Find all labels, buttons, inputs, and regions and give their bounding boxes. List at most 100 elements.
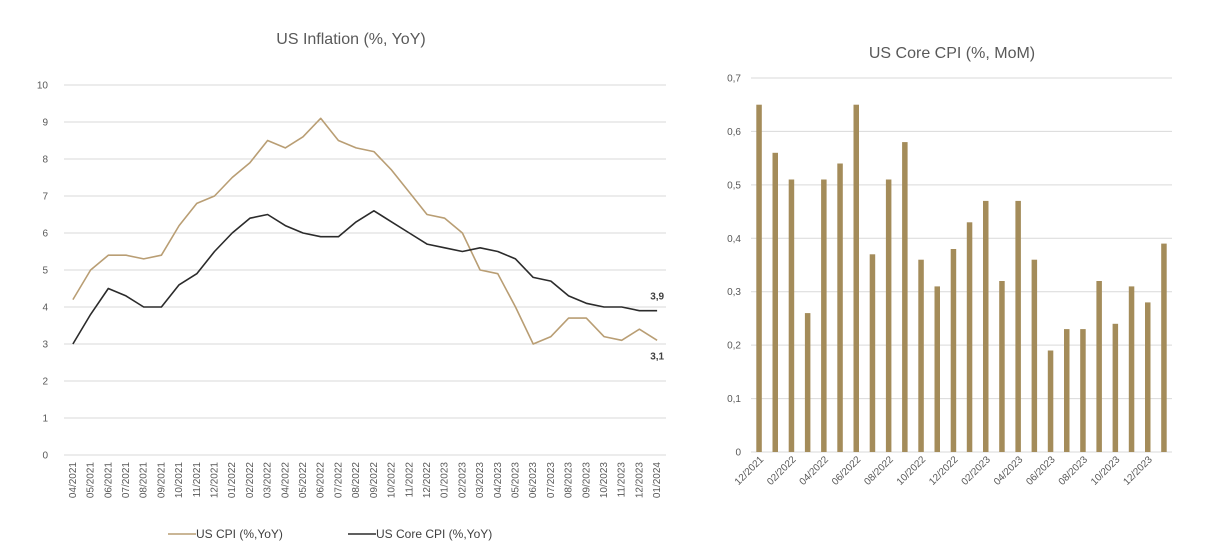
line-x-tick-label: 04/2023 <box>493 462 504 499</box>
line-x-tick-label: 05/2022 <box>298 462 309 499</box>
line-y-tick-label: 10 <box>37 81 49 92</box>
bar-y-tick-label: 0,5 <box>727 180 741 191</box>
line-y-tick-label: 4 <box>42 303 48 314</box>
line-x-tick-label: 06/2021 <box>103 462 114 499</box>
bar-chart-title: US Core CPI (%, MoM) <box>869 45 1035 62</box>
bar-x-tick-label: 10/2023 <box>1089 454 1123 488</box>
bar-06-2022 <box>853 104 859 452</box>
line-x-tick-label: 02/2022 <box>245 462 256 499</box>
line-series-1 <box>72 210 658 345</box>
bar-x-tick-label: 12/2021 <box>733 454 767 488</box>
bar-11-2022 <box>934 286 940 452</box>
bar-x-tick-label: 02/2022 <box>765 454 799 488</box>
line-y-tick-label: 9 <box>42 118 48 129</box>
line-x-tick-label: 09/2023 <box>581 462 592 499</box>
bar-y-tick-label: 0,7 <box>727 74 741 85</box>
bar-03-2022 <box>804 313 811 452</box>
bar-09-2022 <box>902 142 908 452</box>
line-x-tick-label: 10/2022 <box>387 462 398 499</box>
line-x-tick-label: 12/2022 <box>422 462 433 499</box>
line-x-tick-label: 01/2023 <box>440 462 451 499</box>
bar-x-tick-label: 04/2023 <box>992 454 1026 488</box>
bar-x-tick-label: 12/2023 <box>1121 454 1155 488</box>
line-x-tick-label: 11/2022 <box>404 462 415 498</box>
line-x-tick-label: 10/2021 <box>174 462 185 499</box>
bar-01-2023 <box>966 222 973 452</box>
bar-05-2023 <box>1031 259 1038 452</box>
bar-x-tick-label: 02/2023 <box>960 454 994 488</box>
line-x-tick-label: 03/2023 <box>475 462 486 499</box>
bar-11-2023 <box>1128 286 1135 452</box>
bar-09-2023 <box>1096 281 1102 452</box>
line-y-tick-label: 6 <box>42 229 48 240</box>
bar-02-2023 <box>983 200 989 452</box>
line-x-tick-label: 10/2023 <box>599 462 610 499</box>
bar-01-2024 <box>1161 243 1167 452</box>
bar-y-tick-label: 0,1 <box>727 394 741 405</box>
line-chart: 0 1 2 3 4 5 6 7 8 9 10 04/2021 05/2021 06/2021 07/2021… <box>37 81 666 499</box>
bar-10-2022 <box>918 259 924 452</box>
line-x-tick-label: 05/2021 <box>86 462 97 499</box>
line-chart-title: US Inflation (%, YoY) <box>276 31 425 48</box>
bar-x-tick-label: 04/2022 <box>798 454 832 488</box>
line-y-tick-label: 2 <box>42 377 48 388</box>
line-x-tick-label: 02/2023 <box>457 462 468 499</box>
line-x-tick-label: 08/2021 <box>139 462 150 499</box>
line-x-tick-label: 08/2023 <box>564 462 575 499</box>
line-x-tick-label: 12/2023 <box>634 462 645 499</box>
line-x-tick-label: 03/2022 <box>263 462 274 499</box>
bar-08-2023 <box>1080 329 1086 452</box>
bar-07-2023 <box>1064 329 1070 452</box>
bar-12-2021 <box>756 104 762 452</box>
bar-04-2022 <box>821 179 827 452</box>
bar-y-tick-label: 0,3 <box>727 287 741 298</box>
bar-10-2023 <box>1112 323 1119 452</box>
bar-chart: 00,10,20,30,40,50,60,712/2021 02/2022 04/2… <box>727 74 1172 488</box>
bar-03-2023 <box>999 281 1005 452</box>
bar-y-tick-label: 0,6 <box>727 127 741 138</box>
bar-x-tick-label: 10/2022 <box>895 454 929 488</box>
line-x-tick-label: 01/2024 <box>652 462 663 499</box>
bar-08-2022 <box>885 179 892 452</box>
line-x-tick-label: 09/2022 <box>369 462 380 499</box>
line-data-label: 3,9 <box>650 292 664 303</box>
line-x-tick-label: 06/2022 <box>316 462 327 499</box>
bar-x-tick-label: 06/2022 <box>830 454 864 488</box>
line-y-tick-label: 7 <box>42 192 48 203</box>
bar-x-tick-label: 08/2023 <box>1057 454 1091 488</box>
bar-y-tick-label: 0,2 <box>727 341 741 352</box>
line-y-tick-label: 1 <box>42 414 48 425</box>
bar-y-tick-label: 0,4 <box>727 234 741 245</box>
line-chart-legend: US CPI (%,YoY) US Core CPI (%,YoY) <box>168 527 492 541</box>
line-x-tick-label: 04/2021 <box>68 462 79 499</box>
bar-01-2022 <box>772 152 778 453</box>
line-x-tick-label: 08/2022 <box>351 462 362 499</box>
line-x-tick-label: 07/2022 <box>333 462 344 499</box>
line-y-tick-label: 8 <box>42 155 48 166</box>
bar-07-2022 <box>869 254 876 452</box>
line-x-tick-label: 01/2022 <box>227 462 238 499</box>
bar-12-2022 <box>950 249 957 452</box>
line-x-tick-label: 05/2023 <box>511 462 522 499</box>
line-y-tick-label: 5 <box>42 266 48 277</box>
bar-02-2022 <box>788 179 795 452</box>
line-y-tick-label: 3 <box>42 340 48 351</box>
bar-06-2023 <box>1047 350 1054 452</box>
legend-label-0: US CPI (%,YoY) <box>196 527 283 541</box>
line-data-label: 3,1 <box>650 351 664 362</box>
bar-y-tick-label: 0 <box>735 448 741 459</box>
line-y-tick-label: 0 <box>42 451 48 462</box>
line-x-tick-label: 11/2023 <box>617 462 628 498</box>
bar-12-2023 <box>1145 302 1151 452</box>
bar-05-2022 <box>837 163 843 452</box>
line-x-tick-label: 09/2021 <box>156 462 167 499</box>
line-x-tick-label: 04/2022 <box>280 462 291 499</box>
bar-04-2023 <box>1015 200 1021 452</box>
line-series-0 <box>72 117 658 345</box>
bar-x-tick-label: 08/2022 <box>862 454 896 488</box>
line-x-tick-label: 11/2021 <box>192 462 203 498</box>
line-x-tick-label: 07/2023 <box>546 462 557 499</box>
line-x-tick-label: 12/2021 <box>210 462 221 499</box>
bar-x-tick-label: 12/2022 <box>927 454 961 488</box>
